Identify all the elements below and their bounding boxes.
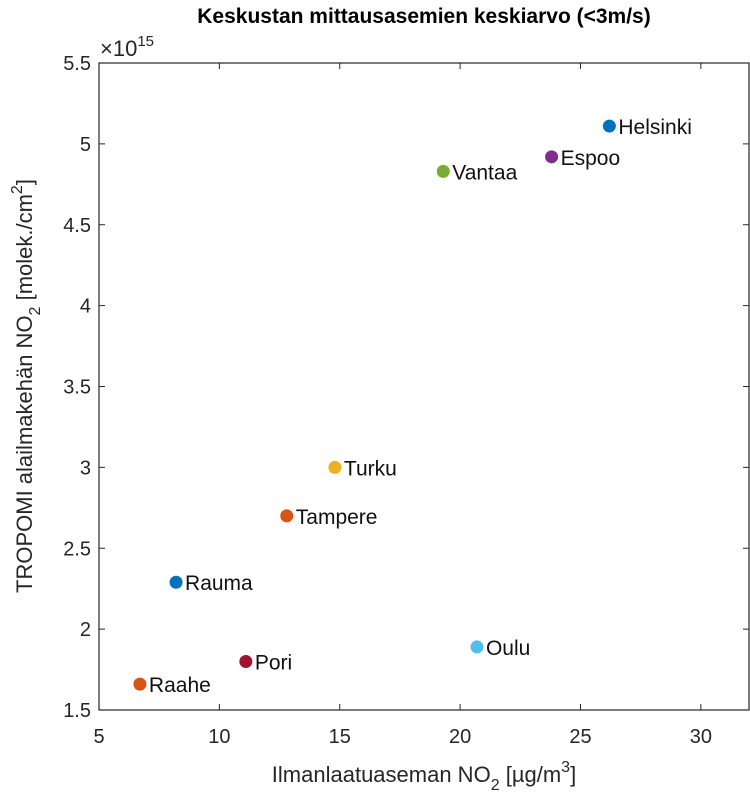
y-tick-label: 5.5 xyxy=(63,53,91,75)
y-exponent-label: ×1015 xyxy=(100,33,154,61)
x-tick-label: 15 xyxy=(329,726,351,748)
x-tick-label: 10 xyxy=(208,726,230,748)
data-point-raahe xyxy=(133,677,147,691)
data-label-vantaa: Vantaa xyxy=(452,161,517,184)
chart-title: Keskustan mittausasemien keskiarvo (<3m/… xyxy=(197,5,650,28)
x-tick-label: 25 xyxy=(569,726,591,748)
plot-area xyxy=(98,62,750,711)
x-tick-label: 5 xyxy=(93,726,104,748)
y-tick-label: 2 xyxy=(80,619,91,641)
data-point-vantaa xyxy=(436,164,450,178)
data-point-espoo xyxy=(545,150,559,164)
y-tick-label: 2.5 xyxy=(63,538,91,560)
data-point-rauma xyxy=(169,575,183,589)
data-label-helsinki: Helsinki xyxy=(618,116,692,139)
data-label-raahe: Raahe xyxy=(149,674,211,697)
data-label-pori: Pori xyxy=(255,651,292,674)
data-label-espoo: Espoo xyxy=(561,147,621,170)
y-tick-label: 3 xyxy=(80,457,91,479)
x-tick-label: 20 xyxy=(449,726,471,748)
y-tick-label: 3.5 xyxy=(63,377,91,399)
y-tick-label: 1.5 xyxy=(63,700,91,722)
data-label-turku: Turku xyxy=(344,457,397,480)
y-tick-label: 5 xyxy=(80,134,91,156)
data-point-helsinki xyxy=(602,119,616,133)
data-point-oulu xyxy=(470,640,484,654)
data-point-tampere xyxy=(280,509,294,523)
y-axis-label: TROPOMI alailmakehän NO2 [molek./cm2] xyxy=(9,179,44,593)
data-label-rauma: Rauma xyxy=(185,572,253,595)
data-label-tampere: Tampere xyxy=(296,506,378,529)
y-tick-label: 4.5 xyxy=(63,215,91,237)
x-axis-label: Ilmanlaatuaseman NO2 [µg/m3] xyxy=(272,759,576,794)
y-tick-label: 4 xyxy=(80,296,91,318)
data-point-turku xyxy=(328,460,342,474)
data-point-pori xyxy=(239,654,253,668)
x-tick-label: 30 xyxy=(690,726,712,748)
data-label-oulu: Oulu xyxy=(486,637,530,660)
